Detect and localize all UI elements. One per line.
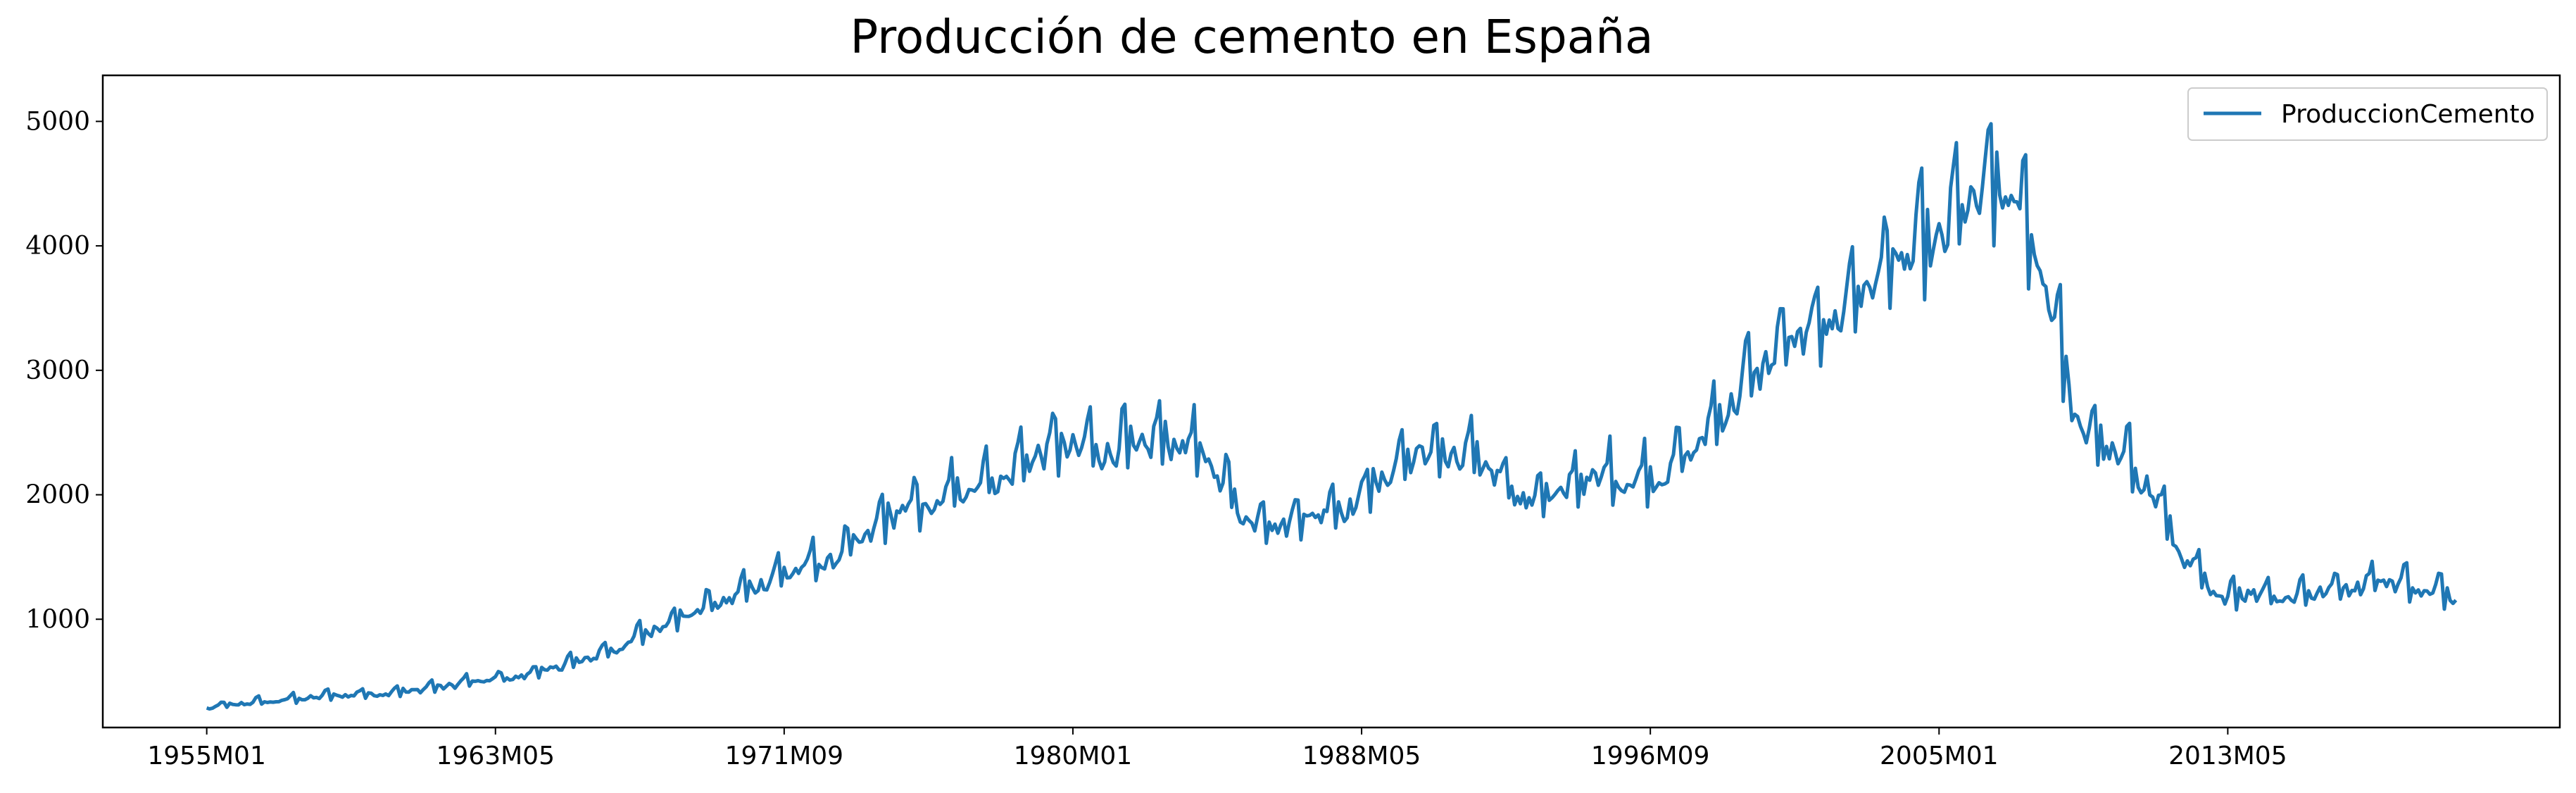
x-tick-label: 2013M05 bbox=[2168, 742, 2287, 770]
y-tick-label: 1000 bbox=[25, 605, 90, 634]
y-tick-label: 5000 bbox=[25, 107, 90, 136]
x-tick-label: 1971M09 bbox=[725, 742, 844, 770]
y-tick-label: 3000 bbox=[25, 356, 90, 385]
x-tick-label: 1963M05 bbox=[436, 742, 555, 770]
legend-label: ProduccionCemento bbox=[2281, 100, 2535, 129]
series-line-produccioncemento bbox=[206, 122, 2458, 711]
y-tick-label: 2000 bbox=[25, 481, 90, 510]
legend: ProduccionCemento bbox=[2187, 87, 2548, 141]
x-tick-label: 1980M01 bbox=[1014, 742, 1133, 770]
x-tick-label: 2005M01 bbox=[1880, 742, 1999, 770]
legend-box bbox=[2187, 87, 2548, 141]
x-tick-label: 1988M05 bbox=[1302, 742, 1421, 770]
chart-title: Producción de cemento en España bbox=[850, 10, 1654, 64]
x-tick-label: 1996M09 bbox=[1591, 742, 1710, 770]
x-tick-label: 1955M01 bbox=[147, 742, 266, 770]
plot-frame bbox=[101, 74, 2561, 729]
series-layer bbox=[206, 122, 2458, 711]
tick-layer: 1000 2000 3000 4000 5000 1955M01 1963M05 1971M0… bbox=[25, 107, 2287, 770]
y-tick-label: 4000 bbox=[25, 232, 90, 261]
